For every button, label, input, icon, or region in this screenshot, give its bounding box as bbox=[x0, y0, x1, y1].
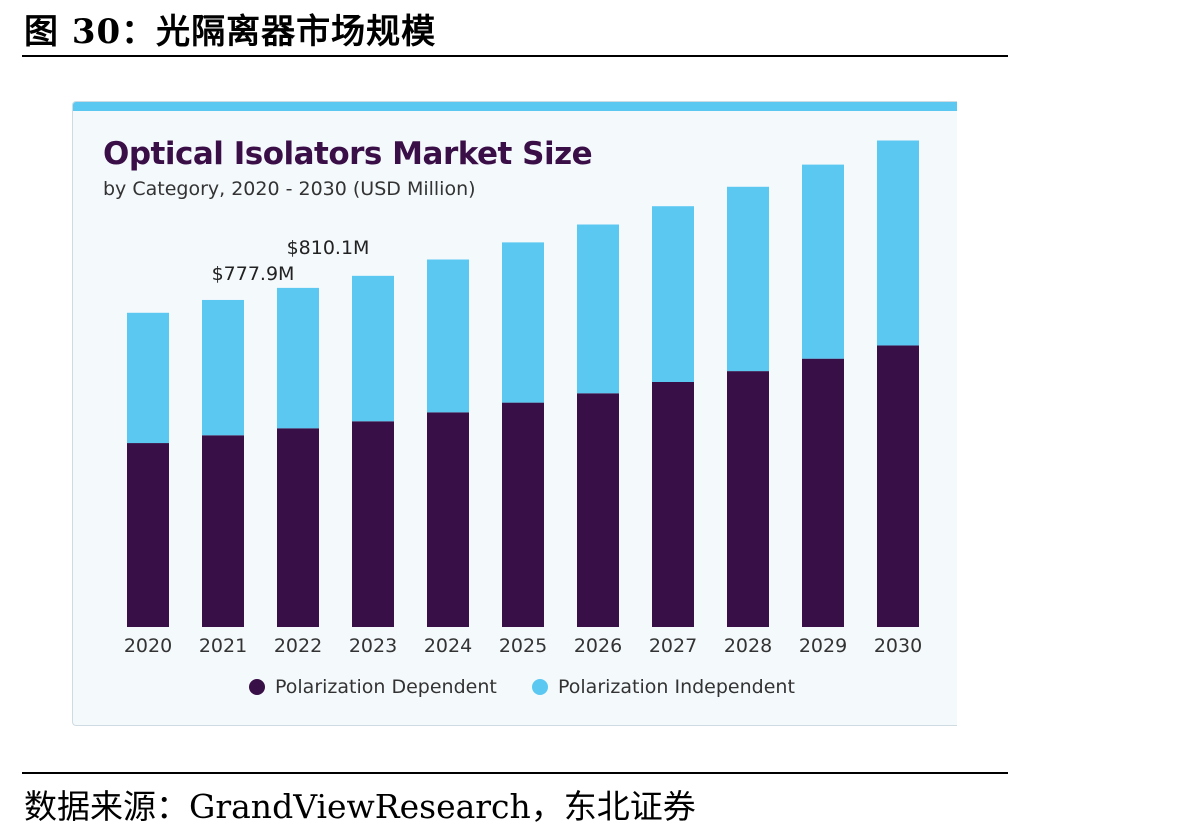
data-label-2021: $777.9M bbox=[212, 263, 295, 285]
legend-dot-independent-icon bbox=[532, 679, 548, 695]
bar-2023-dependent bbox=[352, 421, 394, 627]
bar-2020-independent bbox=[127, 312, 169, 444]
x-tick-label: 2020 bbox=[124, 635, 172, 657]
bar-2021-dependent bbox=[202, 435, 244, 627]
top-rule bbox=[22, 55, 1008, 57]
data-label-2022: $810.1M bbox=[287, 237, 370, 259]
bar-2029-dependent bbox=[802, 358, 844, 627]
chart-card: Optical Isolators Market Size by Categor… bbox=[72, 101, 957, 726]
legend-dot-dependent-icon bbox=[249, 679, 265, 695]
x-tick-label: 2024 bbox=[424, 635, 472, 657]
x-tick-label: 2027 bbox=[649, 635, 697, 657]
x-tick-label: 2026 bbox=[574, 635, 622, 657]
bar-2026-independent bbox=[577, 224, 619, 394]
bottom-rule bbox=[22, 772, 1008, 774]
bar-2029-independent bbox=[802, 164, 844, 359]
x-tick-label: 2028 bbox=[724, 635, 772, 657]
bar-2022-independent bbox=[277, 287, 319, 429]
bar-2021-independent bbox=[202, 299, 244, 436]
bar-2024-dependent bbox=[427, 412, 469, 627]
x-tick-label: 2030 bbox=[874, 635, 922, 657]
bar-2026-dependent bbox=[577, 393, 619, 627]
figure-title: 图 30：光隔离器市场规模 bbox=[24, 12, 437, 52]
bar-2027-independent bbox=[652, 206, 694, 382]
stacked-bar-chart: 2020 2021 2022 2023 2024 2025 2026 2027 2028 2029… bbox=[124, 140, 922, 657]
legend-item-polarization-independent: Polarization Independent bbox=[532, 676, 795, 698]
bar-2020-dependent bbox=[127, 443, 169, 627]
bar-2030-independent bbox=[877, 140, 919, 346]
legend-label-independent: Polarization Independent bbox=[558, 676, 795, 698]
x-tick-label: 2029 bbox=[799, 635, 847, 657]
bar-2025-independent bbox=[502, 242, 544, 403]
chart-title: Optical Isolators Market Size bbox=[103, 136, 593, 172]
x-tick-label: 2025 bbox=[499, 635, 547, 657]
bar-2025-dependent bbox=[502, 402, 544, 627]
chart-subtitle: by Category, 2020 - 2030 (USD Million) bbox=[103, 178, 476, 200]
bar-2023-independent bbox=[352, 275, 394, 422]
bar-2028-independent bbox=[727, 186, 769, 372]
x-tick-label: 2022 bbox=[274, 635, 322, 657]
figure-source: 数据来源：GrandViewResearch，东北证券 bbox=[24, 787, 696, 826]
legend-label-dependent: Polarization Dependent bbox=[275, 676, 497, 698]
bar-2022-dependent bbox=[277, 428, 319, 627]
bar-2027-dependent bbox=[652, 382, 694, 627]
x-tick-label: 2021 bbox=[199, 635, 247, 657]
legend-item-polarization-dependent: Polarization Dependent bbox=[249, 676, 497, 698]
card-accent-bar bbox=[73, 102, 957, 111]
x-tick-label: 2023 bbox=[349, 635, 397, 657]
bar-2024-independent bbox=[427, 259, 469, 413]
bar-2030-dependent bbox=[877, 345, 919, 627]
bar-2028-dependent bbox=[727, 371, 769, 627]
